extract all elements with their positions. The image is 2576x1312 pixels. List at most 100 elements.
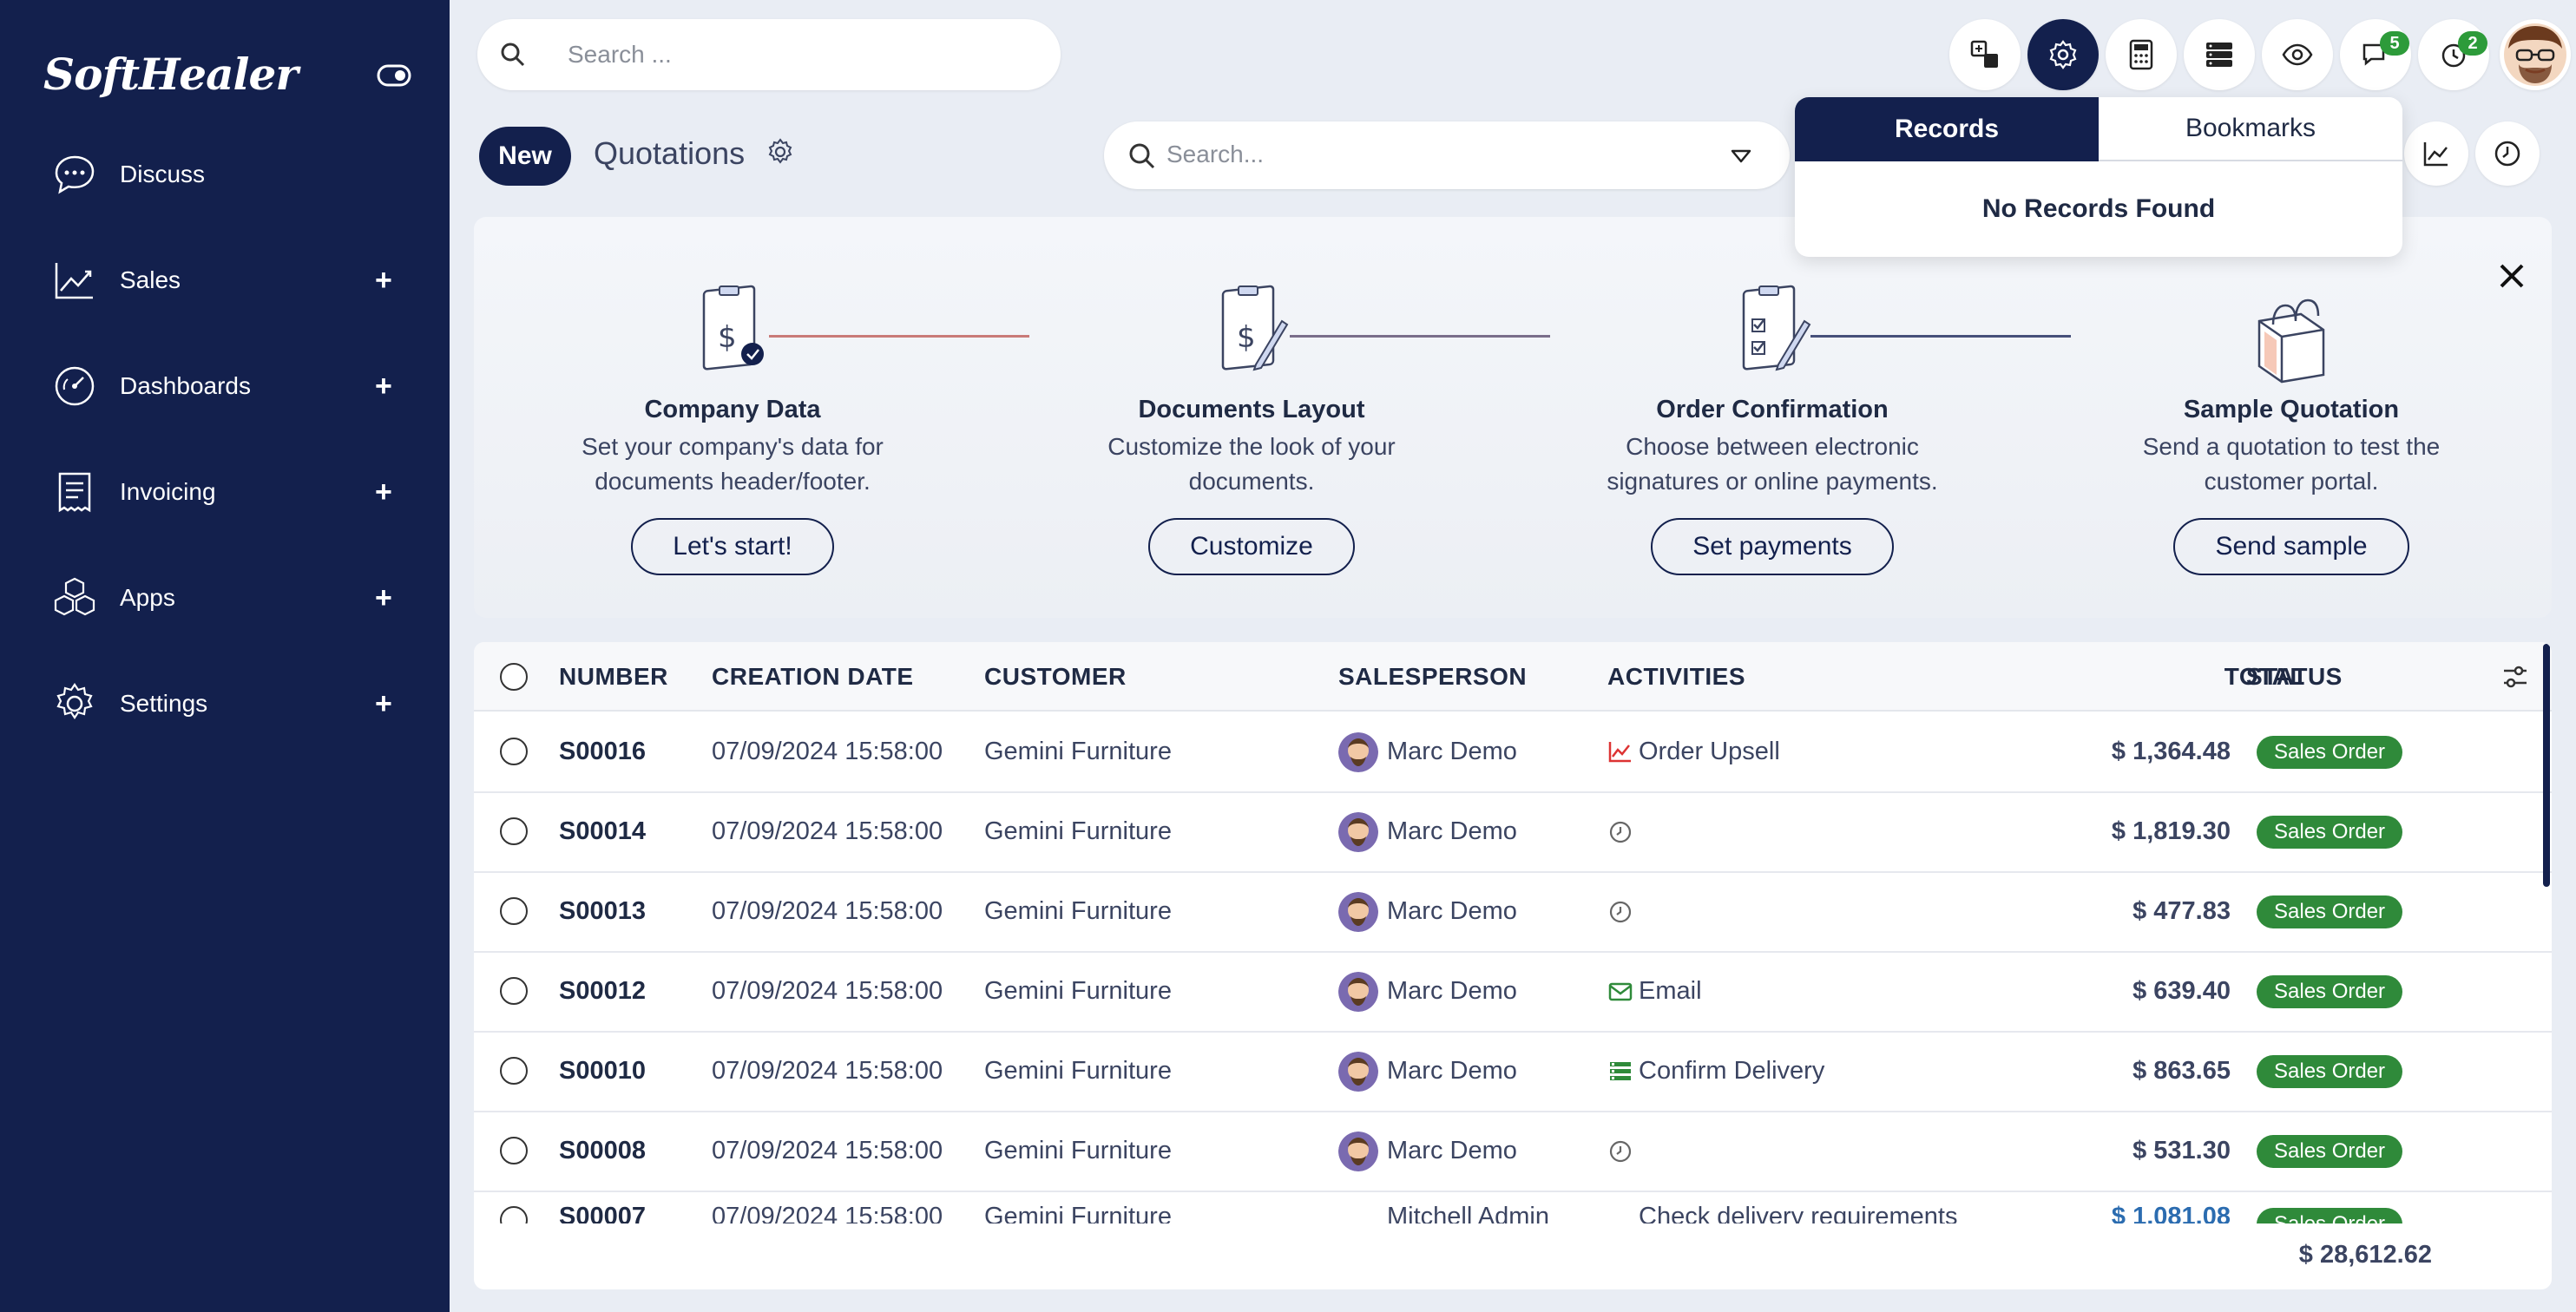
- header-number[interactable]: NUMBER: [559, 663, 668, 690]
- column-settings-icon[interactable]: [2501, 663, 2529, 691]
- row-customer: Gemini Furniture: [984, 977, 1172, 1005]
- row-number: S00008: [559, 1137, 646, 1164]
- row-checkbox[interactable]: [500, 1057, 528, 1085]
- row-salesperson: Marc Demo: [1387, 977, 1517, 1005]
- envelope-icon[interactable]: [1607, 979, 1633, 1005]
- salesperson-avatar: [1338, 812, 1378, 852]
- send-sample-button[interactable]: Send sample: [2173, 518, 2409, 575]
- header-total[interactable]: TOTAL: [2224, 663, 2305, 690]
- global-search[interactable]: [477, 19, 1061, 90]
- status-badge: Sales Order: [2257, 975, 2403, 1008]
- graph-view-button[interactable]: [2404, 121, 2468, 186]
- row-checkbox[interactable]: [500, 1137, 528, 1164]
- tasks-icon[interactable]: [1607, 1059, 1633, 1085]
- header-creation-date[interactable]: CREATION DATE: [712, 663, 914, 690]
- status-badge: Sales Order: [2257, 1135, 2403, 1168]
- row-checkbox[interactable]: [500, 817, 528, 845]
- row-activity: Check delivery requirements: [1639, 1203, 1958, 1223]
- toggle-sidebar-icon[interactable]: [377, 64, 411, 87]
- server-button[interactable]: [2184, 19, 2255, 90]
- tab-bookmarks[interactable]: Bookmarks: [2099, 97, 2402, 161]
- activity-view-button[interactable]: [2475, 121, 2540, 186]
- new-button[interactable]: New: [479, 127, 571, 186]
- view-button[interactable]: [2262, 19, 2333, 90]
- gauge-icon: [55, 366, 95, 406]
- expand-dashboards-icon[interactable]: +: [375, 369, 392, 403]
- clock-icon: [2494, 141, 2520, 167]
- select-all-checkbox[interactable]: [500, 663, 528, 691]
- row-date: 07/09/2024 15:58:00: [712, 738, 943, 765]
- clock-icon[interactable]: [1607, 1138, 1633, 1164]
- row-date: 07/09/2024 15:58:00: [712, 1137, 943, 1164]
- row-checkbox[interactable]: [500, 977, 528, 1005]
- lets-start-button[interactable]: Let's start!: [631, 518, 834, 575]
- close-icon[interactable]: [2496, 260, 2527, 292]
- messages-button[interactable]: 5: [2340, 19, 2411, 90]
- table-row-partial[interactable]: S00007 07/09/2024 15:58:00 Gemini Furnit…: [474, 1194, 2552, 1223]
- row-checkbox[interactable]: [500, 1206, 528, 1223]
- expand-apps-icon[interactable]: +: [375, 581, 392, 614]
- expand-settings-icon[interactable]: +: [375, 686, 392, 720]
- gear-icon: [56, 683, 93, 719]
- salesperson-avatar: [1338, 732, 1378, 772]
- row-customer: Gemini Furniture: [984, 1057, 1172, 1085]
- expand-invoicing-icon[interactable]: +: [375, 475, 392, 508]
- sidebar-item-label: Discuss: [120, 161, 206, 187]
- sidebar-item-discuss[interactable]: Discuss: [0, 127, 450, 222]
- activities-button[interactable]: 2: [2418, 19, 2489, 90]
- step-sample-quotation: Sample Quotation Send a quotation to tes…: [2048, 278, 2534, 575]
- sidebar-item-label: Dashboards: [120, 372, 251, 399]
- table-row[interactable]: S00012 07/09/2024 15:58:00 Gemini Furnitur…: [474, 953, 2552, 1033]
- translate-button[interactable]: [1949, 19, 2021, 90]
- trend-chart-icon[interactable]: [1607, 739, 1633, 765]
- clock-icon[interactable]: [1607, 819, 1633, 845]
- row-checkbox[interactable]: [500, 738, 528, 765]
- eye-icon: [2282, 43, 2313, 66]
- activity-clock-icon: [2441, 43, 2466, 68]
- clock-icon[interactable]: [1607, 899, 1633, 925]
- table-row[interactable]: S00008 07/09/2024 15:58:00 Gemini Furnitur…: [474, 1112, 2552, 1192]
- customize-button[interactable]: Customize: [1148, 518, 1355, 575]
- row-checkbox[interactable]: [500, 897, 528, 925]
- gear-icon[interactable]: [766, 137, 795, 167]
- row-total: $ 1,364.48: [2111, 738, 2231, 765]
- table-row[interactable]: S00016 07/09/2024 15:58:00 Gemini Furnitur…: [474, 713, 2552, 793]
- user-avatar[interactable]: [2500, 19, 2571, 90]
- calculator-button[interactable]: [2106, 19, 2177, 90]
- step-description: Customize the look of your documents.: [1107, 433, 1396, 495]
- sidebar-item-invoicing[interactable]: Invoicing +: [0, 444, 450, 540]
- table-row[interactable]: S00013 07/09/2024 15:58:00 Gemini Furnitur…: [474, 873, 2552, 953]
- settings-button[interactable]: [2027, 19, 2099, 90]
- header-activities[interactable]: ACTIVITIES: [1607, 663, 1746, 690]
- sidebar-item-label: Apps: [120, 584, 175, 611]
- filter-dropdown-icon[interactable]: [1729, 144, 1753, 168]
- user-avatar-icon: [2504, 23, 2566, 86]
- expand-sales-icon[interactable]: +: [375, 263, 392, 297]
- search-icon: [501, 43, 525, 67]
- sidebar-item-apps[interactable]: Apps +: [0, 550, 450, 646]
- table-row[interactable]: S00010 07/09/2024 15:58:00 Gemini Furnitur…: [474, 1033, 2552, 1112]
- global-search-input[interactable]: [568, 36, 1019, 73]
- row-date: 07/09/2024 15:58:00: [712, 1057, 943, 1085]
- row-number: S00007: [559, 1203, 646, 1223]
- list-search[interactable]: [1104, 121, 1790, 189]
- set-payments-button[interactable]: Set payments: [1651, 518, 1894, 575]
- sidebar-item-label: Sales: [120, 266, 181, 293]
- tab-records[interactable]: Records: [1795, 97, 2099, 161]
- scrollbar[interactable]: [2543, 644, 2550, 887]
- row-date: 07/09/2024 15:58:00: [712, 977, 943, 1005]
- status-badge: Sales Order: [2257, 1208, 2403, 1223]
- list-search-input[interactable]: [1166, 135, 1653, 174]
- document-pen-icon: $: [1221, 285, 1289, 371]
- step-title: Sample Quotation: [2183, 396, 2400, 423]
- sidebar-item-dashboards[interactable]: Dashboards +: [0, 338, 450, 434]
- sidebar-item-sales[interactable]: Sales +: [0, 233, 450, 328]
- sidebar-item-settings[interactable]: Settings +: [0, 656, 450, 751]
- sidebar-item-label: Settings: [120, 690, 208, 717]
- brand-logo[interactable]: SoftHealer: [43, 49, 299, 100]
- step-company-data: $ Company Data Set your company's data f…: [490, 278, 976, 575]
- table-row[interactable]: S00014 07/09/2024 15:58:00 Gemini Furnitur…: [474, 793, 2552, 873]
- header-status[interactable]: STATUS: [2246, 663, 2343, 690]
- header-customer[interactable]: CUSTOMER: [984, 663, 1127, 690]
- header-salesperson[interactable]: SALESPERSON: [1338, 663, 1528, 690]
